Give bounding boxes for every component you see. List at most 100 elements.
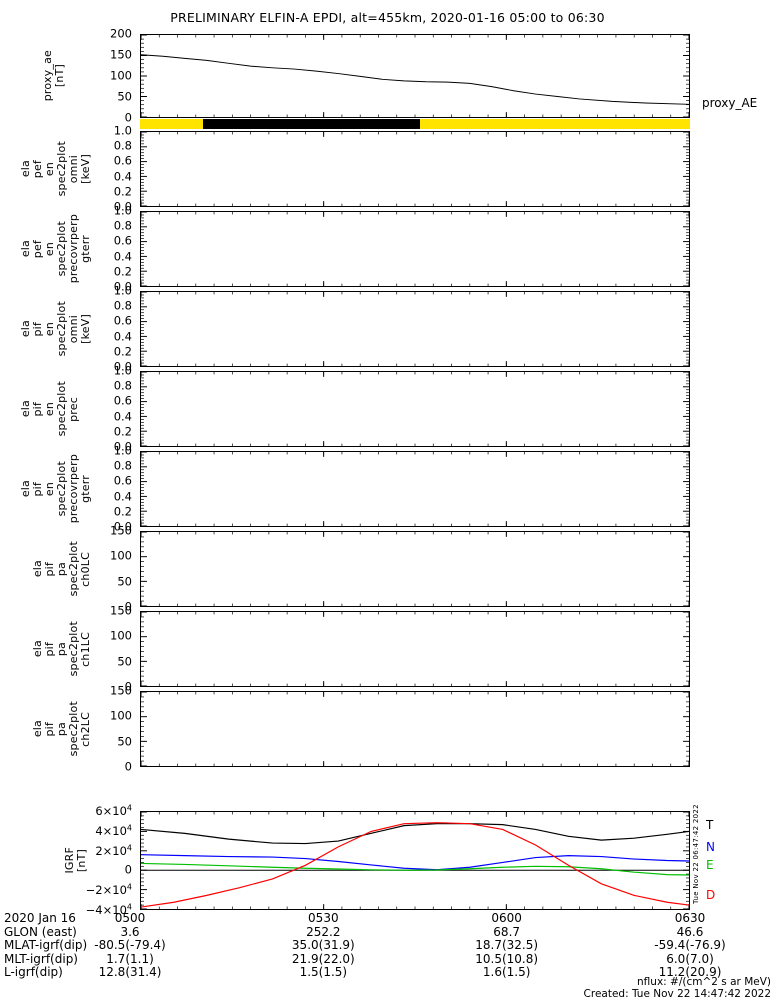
panel-ela-pif-en-prec[interactable] <box>140 371 690 447</box>
axis-title-word: [nT] <box>75 848 88 873</box>
ytick-label: 0.6 <box>113 233 132 248</box>
ytick-label: 50 <box>117 573 132 588</box>
igrf-ytick-labels: 6×104 4×104 2×104 0 −2×104 −4×104 <box>22 804 132 916</box>
axis-title-word: gterr <box>79 475 92 503</box>
igrf-legend-item-e: E <box>706 858 714 872</box>
axis-title-word: prec <box>67 396 80 422</box>
bottom-table-row: MLAT-igrf(dip) -80.5(-79.4) 35.0(31.9) 18.7… <box>0 938 775 953</box>
ela-pef-en-omni-axis-title: ela pef en spec2plot omni [keV] <box>19 131 92 207</box>
bottom-table-cell: 10.5(10.8) <box>475 951 539 966</box>
ytick-label: 50 <box>117 653 132 668</box>
ytick-label: −2×104 <box>85 882 132 898</box>
ytick-label: 150 <box>110 683 132 698</box>
ytick-label: 0.4 <box>113 248 132 263</box>
igrf-plot <box>141 812 689 909</box>
ela-pef-en-precovrperp-ytick-labels: 1.0 0.8 0.6 0.4 0.2 0.0 <box>36 205 132 292</box>
ytick-label: 0.2 <box>113 424 132 439</box>
bottom-table-row: L-igrf(dip) 12.8(31.4) 1.5(1.5) 1.6(1.5) 11.… <box>0 965 775 980</box>
panel-ela-pif-en-precovrperp[interactable] <box>140 451 690 527</box>
igrf-legend-item-n: N <box>706 840 715 854</box>
axis-title-word: gterr <box>79 235 92 263</box>
ytick-label: 100 <box>110 68 132 83</box>
bottom-table-row-label: L-igrf(dip) <box>4 965 63 979</box>
axis-title-word: ch0LC <box>79 551 92 587</box>
ela-pif-en-omni-axis-title: ela pif en spec2plot omni [keV] <box>19 291 92 367</box>
panel-ela-pif-pa-ch0lc[interactable] <box>140 531 690 607</box>
ytick-label: 1.0 <box>113 123 132 138</box>
axis-title-word: ch1LC <box>79 631 92 667</box>
ytick-label: 50 <box>117 89 132 104</box>
axis-title-word: [keV] <box>79 154 92 184</box>
ytick-label: 0 <box>124 599 132 614</box>
ytick-label: 0.8 <box>113 218 132 233</box>
bottom-table-cell: 0600 <box>491 911 522 925</box>
render-timestamp-stamp: Tue Nov 22 06:47:42 2022 <box>692 804 700 904</box>
ytick-label: 100 <box>110 548 132 563</box>
ytick-label: 0.8 <box>113 378 132 393</box>
ytick-label: 6×104 <box>95 803 132 819</box>
ytick-label: 0.2 <box>113 184 132 199</box>
ytick-label: 200 <box>110 26 132 41</box>
ela-pif-pa-ch1lc-axis-title: ela pif pa spec2plot ch1LC <box>31 611 92 687</box>
bottom-table-cell: -59.4(-76.9) <box>654 938 726 952</box>
panel-ela-pif-en-omni[interactable] <box>140 291 690 367</box>
bottom-table-cell: 11.2(20.9) <box>658 965 722 979</box>
panel-ela-pif-pa-ch1lc[interactable] <box>140 611 690 687</box>
footer-block: nflux: #/(cm^2 s ar MeV) Created: Tue No… <box>511 976 771 1000</box>
proxy-ae-ytick-labels: 200 150 100 50 0 <box>36 28 132 123</box>
spectrogram-area <box>141 692 689 766</box>
axis-title-word: ch2LC <box>79 711 92 747</box>
ytick-label: 0 <box>124 679 132 694</box>
ytick-label: 0.0 <box>113 199 132 214</box>
bottom-table-cell: 0530 <box>308 911 339 925</box>
created-timestamp: Created: Tue Nov 22 14:47:42 2022 <box>583 988 771 1000</box>
ytick-label: 0.4 <box>113 328 132 343</box>
bottom-table-cell: 1.7(1.1) <box>106 951 154 966</box>
ytick-label: 150 <box>110 47 132 62</box>
ytick-label: 100 <box>110 708 132 723</box>
ytick-label: 0.6 <box>113 473 132 488</box>
ytick-label: 0.4 <box>113 488 132 503</box>
bottom-table-cell: 12.8(31.4) <box>98 965 162 979</box>
ytick-label: 150 <box>110 603 132 618</box>
spectrogram-area <box>141 212 689 286</box>
bottom-table-cell: 21.9(22.0) <box>291 951 355 966</box>
spectrogram-area <box>141 372 689 446</box>
ytick-label: 0.4 <box>113 168 132 183</box>
ytick-label: 2×104 <box>95 842 132 858</box>
bottom-table-row: GLON (east) 3.6 252.2 68.7 46.6 <box>0 924 775 940</box>
bottom-table-cell: 18.7(32.5) <box>475 938 539 952</box>
ytick-label: 1.0 <box>113 363 132 378</box>
ytick-label: 1.0 <box>113 283 132 298</box>
panel-ela-pef-en-precovrperp[interactable] <box>140 211 690 287</box>
igrf-axis-title: IGRF [nT] <box>63 811 88 910</box>
ytick-label: 0 <box>124 110 132 125</box>
bottom-table-cell: 46.6 <box>676 924 704 939</box>
ytick-label: 0 <box>124 759 132 774</box>
ytick-label: 0.0 <box>113 279 132 294</box>
bottom-table-cell: 6.0(7.0) <box>666 951 714 966</box>
igrf-legend-item-t: T <box>706 818 714 832</box>
ytick-label: 0.6 <box>113 153 132 168</box>
panel-ela-pef-en-omni[interactable] <box>140 131 690 207</box>
status-bar-track[interactable] <box>140 119 690 129</box>
ela-pif-pa-ch0lc-axis-title: ela pif pa spec2plot ch0LC <box>31 531 92 607</box>
ytick-label: 150 <box>110 523 132 538</box>
bottom-table-cell: 0500 <box>114 911 146 925</box>
page-title: PRELIMINARY ELFIN-A EPDI, alt=455km, 202… <box>170 10 605 25</box>
ela-pif-en-precovrperp-axis-title: ela pif en spec2plot precovrperp gterr <box>19 451 92 527</box>
bottom-table-row: MLT-igrf(dip) 1.7(1.1) 21.9(22.0) 10.5(10.8… <box>0 951 775 967</box>
proxy-ae-axis-title: proxy_ae [nT] <box>41 34 66 118</box>
bottom-table-cell: 3.6 <box>120 924 140 939</box>
ytick-label: 50 <box>117 733 132 748</box>
ytick-label: 0.6 <box>113 393 132 408</box>
bottom-table-cell: 0630 <box>674 911 706 925</box>
nflux-units: nflux: #/(cm^2 s ar MeV) <box>637 976 771 988</box>
panel-ela-pif-pa-ch2lc[interactable] <box>140 691 690 767</box>
panel-igrf[interactable] <box>140 811 690 910</box>
panel-proxy-ae[interactable] <box>140 34 690 118</box>
ytick-label: 0.4 <box>113 408 132 423</box>
ela-pif-en-prec-ytick-labels: 1.0 0.8 0.6 0.4 0.2 0.0 <box>36 365 132 452</box>
ytick-label: 1.0 <box>113 203 132 218</box>
ytick-label: 0.8 <box>113 458 132 473</box>
